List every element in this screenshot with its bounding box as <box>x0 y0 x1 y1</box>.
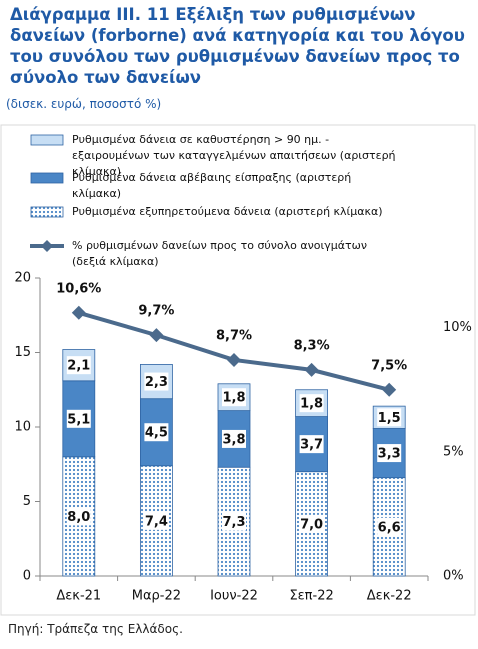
value-label: 3,8 <box>222 432 245 447</box>
y-tick-label: 10 <box>14 420 31 435</box>
value-label-bg <box>299 435 324 454</box>
chart-subtitle: (δισεκ. ευρώ, ποσοστό %) <box>6 97 162 111</box>
y-tick-label: 20 <box>14 271 31 286</box>
y2-tick-label: 10% <box>443 320 472 335</box>
legend-label: % ρυθμισμένων δανείων προς το σύνολο ανο… <box>72 239 367 268</box>
line-marker <box>304 362 319 377</box>
value-label: 10,6% <box>56 281 101 296</box>
value-label-bg <box>66 409 91 428</box>
value-label-bg <box>299 394 324 413</box>
value-label-bg <box>144 511 169 530</box>
value-label: 1,8 <box>300 397 323 412</box>
x-tick-label: Δεκ-22 <box>367 589 412 604</box>
chart-title: Διάγραμμα ΙΙΙ. 11 Εξέλιξη των ρυθμισμένω… <box>10 5 465 87</box>
x-tick-label: Σεπ-22 <box>289 589 333 604</box>
value-label: 7,3 <box>222 515 245 530</box>
value-label-bg <box>222 429 246 448</box>
line-marker <box>227 352 241 367</box>
legend-box <box>30 172 64 184</box>
value-label: 2,3 <box>145 375 168 390</box>
x-tick-label: Μαρ-22 <box>132 589 181 604</box>
legend-label: Ρυθμισμένα εξυπηρετούμενα δάνεια (αριστε… <box>72 205 383 218</box>
value-label: 6,6 <box>378 520 401 535</box>
value-label-bg <box>299 514 324 533</box>
x-tick-label: Ιουν-22 <box>210 589 258 604</box>
legend-swatch <box>30 240 64 252</box>
legend-item: Ρυθμισμένα δάνεια σε καθυστέρηση > 90 ημ… <box>30 132 402 180</box>
value-label: 8,3% <box>294 338 330 353</box>
value-label: 1,8 <box>222 391 245 406</box>
value-label-bg <box>377 517 402 536</box>
legend-swatch <box>30 134 64 146</box>
value-label: 1,5 <box>378 411 401 426</box>
legend-item: % ρυθμισμένων δανείων προς το σύνολο ανο… <box>30 238 402 270</box>
chart-frame <box>0 124 476 616</box>
legend-item: Ρυθμισμένα δάνεια αβέβαιης είσπραξης (αρ… <box>30 170 402 202</box>
y-tick-label: 15 <box>14 345 31 360</box>
value-label-bg <box>222 512 246 531</box>
y-tick-label: 0 <box>23 569 31 584</box>
legend-label: Ρυθμισμένα δάνεια σε καθυστέρηση > 90 ημ… <box>72 133 396 178</box>
value-label: 9,7% <box>138 304 174 319</box>
line-marker <box>382 382 397 397</box>
value-label-bg <box>144 423 169 442</box>
value-label: 3,7 <box>300 438 323 453</box>
value-label-bg <box>377 408 402 427</box>
value-label-bg <box>144 372 169 391</box>
value-label: 8,0 <box>67 510 90 525</box>
y-tick-label: 5 <box>23 494 31 509</box>
value-label: 4,5 <box>145 426 168 441</box>
value-label: 8,7% <box>216 328 252 343</box>
x-tick-label: Δεκ-21 <box>56 589 101 604</box>
value-label-bg <box>222 388 246 407</box>
source-note: Πηγή: Τράπεζα της Ελλάδος. <box>8 622 183 636</box>
legend-swatch <box>30 172 64 184</box>
legend-box <box>30 134 64 146</box>
value-label-bg <box>377 444 402 463</box>
value-label: 2,1 <box>67 359 90 374</box>
legend-item: Ρυθμισμένα εξυπηρετούμενα δάνεια (αριστε… <box>30 204 383 220</box>
y2-tick-label: 0% <box>443 569 464 584</box>
value-label: 3,3 <box>378 447 401 462</box>
line-marker <box>149 328 164 343</box>
value-label-bg <box>66 356 91 375</box>
value-label-bg <box>66 507 91 526</box>
legend-box <box>30 206 64 218</box>
line-marker <box>71 305 86 320</box>
value-label: 7,4 <box>145 514 168 529</box>
value-label: 5,1 <box>67 412 90 427</box>
legend-swatch <box>30 206 64 218</box>
line <box>78 310 390 392</box>
y2-tick-label: 5% <box>443 444 464 459</box>
legend-marker <box>41 240 53 252</box>
value-label: 7,0 <box>300 517 323 532</box>
legend-label: Ρυθμισμένα δάνεια αβέβαιης είσπραξης (αρ… <box>72 171 352 200</box>
value-label: 7,5% <box>371 358 407 373</box>
